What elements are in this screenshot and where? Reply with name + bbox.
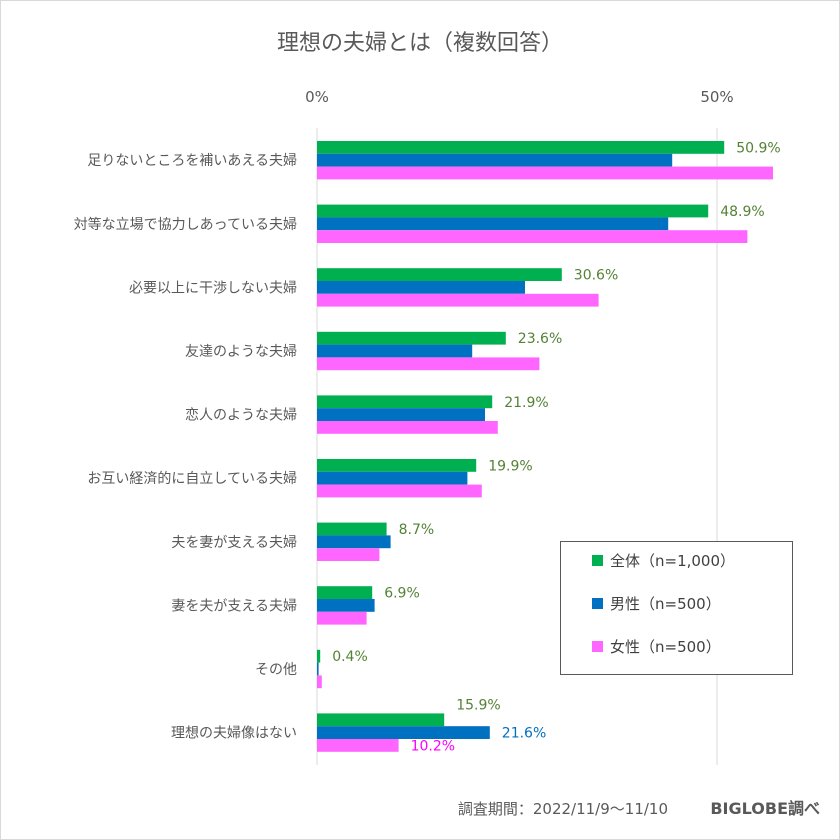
data-label: 21.9% [504,395,548,411]
bar [317,293,599,307]
bar [317,599,375,612]
category-label: 足りないところを補いあえる夫婦 [87,152,297,169]
legend-label: 全体（n=1,000） [610,552,735,570]
bar [317,421,498,434]
bar [317,268,562,281]
bar [317,459,477,472]
legend-swatch [592,555,603,566]
x-tick-label: 50% [700,88,733,106]
bar [317,204,709,218]
data-label: 6.9% [384,586,420,602]
category-label: 妻を夫が支える夫婦 [171,597,297,614]
x-tick-label: 0% [305,88,329,106]
bar [317,281,525,294]
bar [317,726,490,739]
category-label: 理想の夫婦像はない [171,725,297,742]
bar [317,344,473,358]
bar [317,649,321,663]
bar [317,153,673,167]
bar [317,675,322,689]
bar [317,662,319,676]
bar [317,586,373,599]
bar [317,522,387,536]
data-label: 0.4% [332,649,368,665]
legend-label: 男性（n=500） [610,595,721,613]
bar [317,230,748,243]
bar [317,141,725,154]
bar [317,408,485,421]
bar [317,166,773,180]
source-credit: BIGLOBE調べ [710,799,820,818]
chart-title: 理想の夫婦とは（複数回答） [277,31,563,56]
bar [317,548,380,561]
data-label: 8.7% [399,522,435,538]
data-label: 50.9% [736,140,780,156]
survey-period: 調査期間：2022/11/9～11/10 [458,800,668,818]
data-label: 48.9% [720,204,764,220]
category-label: 友達のような夫婦 [185,343,297,360]
bar [317,713,445,727]
data-label: 10.2% [411,738,455,754]
category-label: 必要以上に干渉しない夫婦 [129,279,297,296]
data-label: 15.9% [456,697,500,713]
category-label: 夫を妻が支える夫婦 [171,534,297,551]
legend-label: 女性（n=500） [610,638,721,656]
bar [317,739,399,752]
category-label: お互い経済的に自立している夫婦 [87,470,297,487]
data-label: 21.6% [502,726,546,742]
category-label: 対等な立場で協力しあっている夫婦 [74,216,297,233]
bar [317,217,669,231]
legend-swatch [592,641,603,652]
bar [317,535,391,549]
data-label: 30.6% [574,268,618,284]
bar [317,471,468,485]
bar [317,357,540,371]
bar [317,611,367,625]
bar [317,331,506,345]
bar [317,484,482,498]
category-label: その他 [255,662,297,678]
category-label: 恋人のような夫婦 [185,407,297,424]
bar [317,395,493,409]
data-label: 19.9% [488,458,532,474]
legend-swatch [592,598,603,609]
data-label: 23.6% [518,331,562,347]
